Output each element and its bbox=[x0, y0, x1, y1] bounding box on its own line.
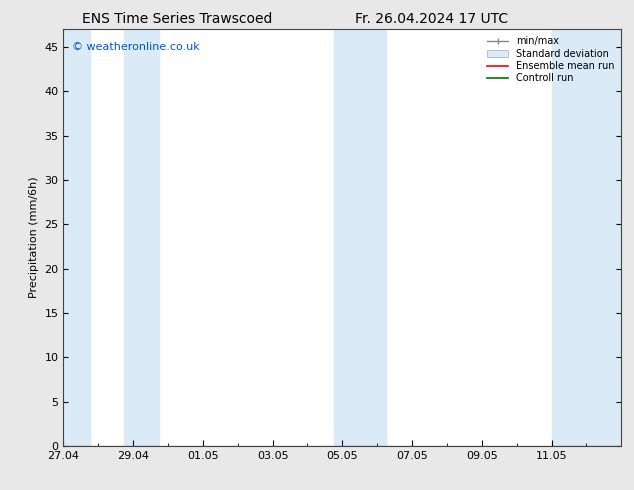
Bar bbox=[552, 29, 621, 446]
Bar bbox=[124, 29, 159, 446]
Y-axis label: Precipitation (mm/6h): Precipitation (mm/6h) bbox=[29, 177, 39, 298]
Text: ENS Time Series Trawscoed: ENS Time Series Trawscoed bbox=[82, 12, 273, 26]
Legend: min/max, Standard deviation, Ensemble mean run, Controll run: min/max, Standard deviation, Ensemble me… bbox=[485, 34, 616, 85]
Text: Fr. 26.04.2024 17 UTC: Fr. 26.04.2024 17 UTC bbox=[354, 12, 508, 26]
Bar bbox=[333, 29, 386, 446]
Text: © weatheronline.co.uk: © weatheronline.co.uk bbox=[72, 42, 200, 52]
Bar bbox=[63, 29, 89, 446]
